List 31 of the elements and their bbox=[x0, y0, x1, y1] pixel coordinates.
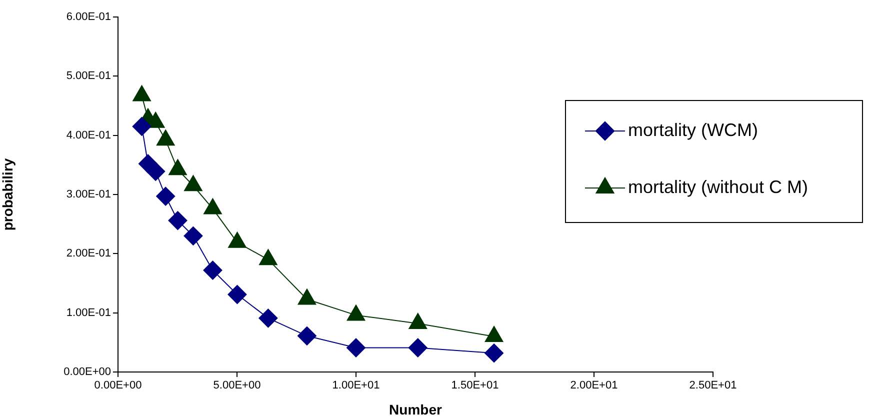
x-axis-title: Number bbox=[389, 401, 442, 418]
point bbox=[204, 198, 222, 214]
x-tick-label: 2.50E+01 bbox=[689, 380, 737, 392]
x-tick-label: 1.50E+01 bbox=[451, 380, 499, 392]
y-tick-label: 4.00E-01 bbox=[66, 129, 111, 142]
point bbox=[259, 249, 278, 266]
x-tick-label: 2.00E+01 bbox=[570, 380, 618, 392]
y-axis-title: probabiliry bbox=[0, 158, 16, 231]
legend-label: mortality (WCM) bbox=[628, 120, 758, 140]
y-tick-label: 1.00E-01 bbox=[66, 306, 111, 319]
y-tick-label: 3.00E-01 bbox=[66, 188, 111, 201]
x-tick-label: 1.00E+01 bbox=[332, 380, 380, 392]
point bbox=[168, 159, 187, 176]
point bbox=[484, 344, 504, 363]
x-tick-label: 5.00E+00 bbox=[213, 380, 261, 392]
point bbox=[297, 326, 316, 346]
y-tick-label: 5.00E-01 bbox=[66, 70, 111, 82]
point bbox=[346, 338, 366, 358]
y-tick-label: 6.00E-01 bbox=[66, 11, 111, 24]
y-tick-label: 2.00E-01 bbox=[66, 248, 111, 260]
legend-label: mortality (without C M) bbox=[628, 176, 808, 197]
point bbox=[203, 260, 222, 280]
point bbox=[408, 338, 428, 358]
point bbox=[258, 308, 278, 328]
x-tick-label: 0.00E+00 bbox=[94, 380, 142, 392]
point bbox=[132, 85, 151, 102]
point bbox=[228, 284, 247, 304]
point bbox=[184, 175, 202, 192]
point bbox=[156, 130, 175, 146]
point bbox=[184, 226, 203, 246]
y-tick-label: 0.00E+00 bbox=[64, 366, 111, 378]
